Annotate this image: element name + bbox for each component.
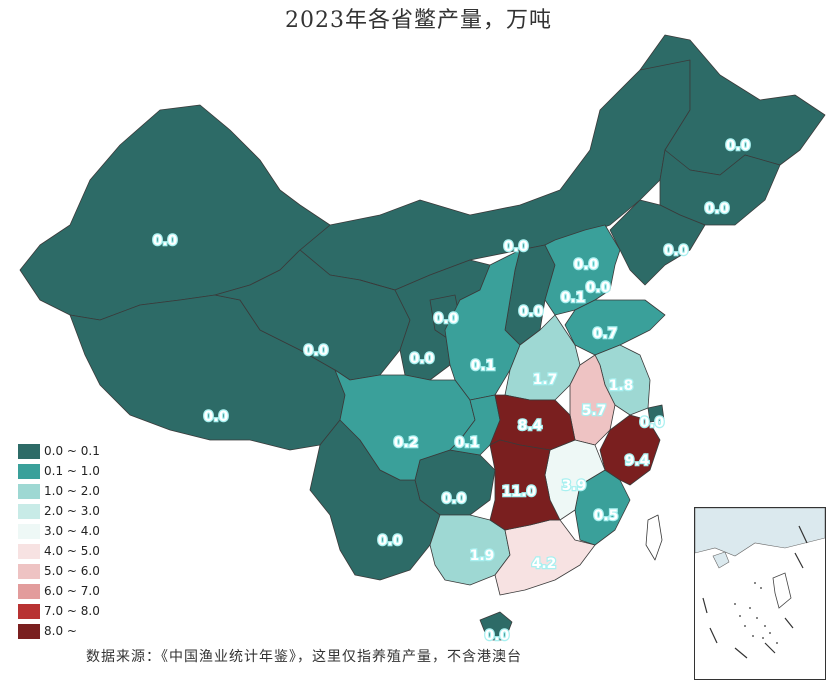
province-shandong[interactable] [564,299,666,356]
legend-swatch [18,563,40,579]
map-title: 2023年各省鳖产量，万吨 [285,8,552,33]
province-value-label: 3.9 [562,478,587,494]
legend-label: 0.1 ~ 1.0 [44,464,100,478]
province-value-label: 0.0 [304,343,329,359]
province-value-label: 4.2 [532,556,557,572]
province-value-label: 9.4 [625,453,650,469]
province-value-label: 0.0 [504,239,529,255]
legend-item: 0.0 ~ 0.1 [18,441,100,461]
legend-item: 0.1 ~ 1.0 [18,461,100,481]
legend-item: 3.0 ~ 4.0 [18,521,100,541]
province-value-label: 0.0 [410,351,435,367]
legend-swatch [18,503,40,519]
inset-dashline-1 [772,572,792,609]
taiwan-outline [645,514,663,561]
province-value-label: 1.9 [470,548,495,564]
province-hainan[interactable] [479,611,513,641]
legend-label: 7.0 ~ 8.0 [44,604,100,618]
province-value-label: 0.0 [485,628,510,644]
province-value-label: 0.0 [442,491,467,507]
legend-item: 2.0 ~ 3.0 [18,501,100,521]
legend-label: 0.0 ~ 0.1 [44,444,100,458]
legend-item: 4.0 ~ 5.0 [18,541,100,561]
legend-item: 7.0 ~ 8.0 [18,601,100,621]
province-value-label: 0.1 [455,435,480,451]
province-value-label: 0.5 [594,508,619,524]
province-value-label: 0.0 [664,243,689,259]
legend-swatch [18,483,40,499]
inset-coast [694,507,826,557]
inset-islands [734,582,778,644]
province-value-label: 1.8 [609,378,634,394]
province-value-label: 0.1 [561,290,586,306]
legend-item: 5.0 ~ 6.0 [18,561,100,581]
legend-label: 8.0 ~ [44,624,77,638]
legend-item: 6.0 ~ 7.0 [18,581,100,601]
legend-label: 6.0 ~ 7.0 [44,584,100,598]
province-value-label: 0.2 [394,435,419,451]
province-value-label: 0.1 [471,358,496,374]
data-source-note: 数据来源：《中国渔业统计年鉴》，这里仅指养殖产量，不含港澳台 [86,649,522,665]
province-value-label: 0.7 [593,326,618,342]
legend-swatch [18,443,40,459]
province-liaoning[interactable] [609,199,706,286]
province-value-label: 0.0 [705,201,730,217]
legend-item: 8.0 ~ [18,621,100,641]
province-value-label: 0.0 [204,409,229,425]
province-value-label: 0.0 [640,415,665,431]
south-china-sea-inset [694,507,826,680]
inset-map [694,507,826,659]
province-hubei[interactable] [489,394,576,451]
legend-label: 1.0 ~ 2.0 [44,484,100,498]
legend-label: 5.0 ~ 6.0 [44,564,100,578]
province-zhejiang[interactable] [599,414,661,486]
province-value-label: 8.4 [518,418,543,434]
province-jilin[interactable] [659,149,781,226]
province-value-label: 5.7 [582,403,607,419]
legend-swatch [18,523,40,539]
legend-label: 3.0 ~ 4.0 [44,524,100,538]
province-value-label: 0.0 [519,304,544,320]
legend: 0.0 ~ 0.1 0.1 ~ 1.0 1.0 ~ 2.0 2.0 ~ 3.0 3.0 … [18,441,100,641]
province-value-label: 0.0 [574,257,599,273]
legend-swatch [18,463,40,479]
legend-swatch [18,623,40,639]
legend-swatch [18,583,40,599]
province-value-label: 0.0 [434,311,459,327]
province-value-label: 1.7 [533,372,558,388]
province-value-label: 11.0 [502,484,537,500]
province-shanghai[interactable] [647,404,665,423]
province-hunan[interactable] [489,439,561,531]
inset-hainan [712,551,730,569]
legend-label: 2.0 ~ 3.0 [44,504,100,518]
province-value-label: 0.0 [586,280,611,296]
legend-swatch [18,603,40,619]
value-labels: 0.00.00.00.00.00.00.0 0.00.00.00.00.10.00… [151,137,751,645]
province-value-label: 0.0 [378,533,403,549]
legend-label: 4.0 ~ 5.0 [44,544,100,558]
legend-item: 1.0 ~ 2.0 [18,481,100,501]
inset-boundary-dashes [702,525,808,659]
legend-swatch [18,543,40,559]
province-value-label: 0.0 [726,138,751,154]
province-value-label: 0.0 [153,233,178,249]
